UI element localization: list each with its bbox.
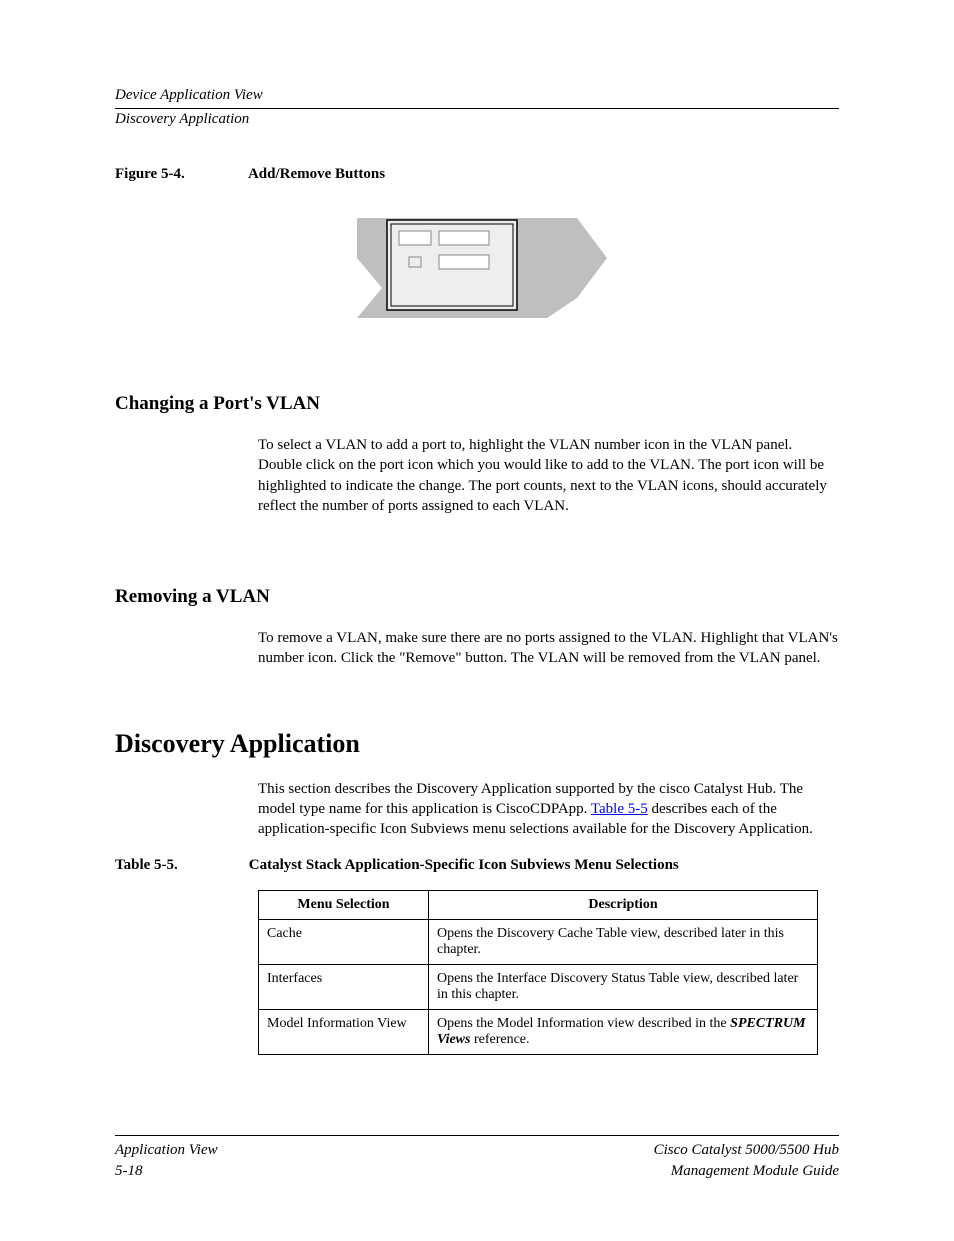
footer-left-line1: Application View <box>115 1140 218 1160</box>
para-removing-vlan: To remove a VLAN, make sure there are no… <box>258 628 839 669</box>
footer-right-line2: Management Module Guide <box>654 1161 839 1181</box>
cell-desc: Opens the Model Information view describ… <box>429 1010 818 1055</box>
col-description: Description <box>429 891 818 920</box>
input-box-icon <box>439 255 489 269</box>
add-button-icon <box>399 231 431 245</box>
cell-menu: Interfaces <box>259 965 429 1010</box>
cell-menu: Cache <box>259 920 429 965</box>
table-label: Table 5-5. Catalyst Stack Application-Sp… <box>115 857 839 874</box>
cell-menu: Model Information View <box>259 1010 429 1055</box>
footer-left: Application View 5-18 <box>115 1140 218 1181</box>
cell-desc: Opens the Discovery Cache Table view, de… <box>429 920 818 965</box>
cell-desc: Opens the Interface Discovery Status Tab… <box>429 965 818 1010</box>
para-discovery-application: This section describes the Discovery App… <box>258 779 839 840</box>
footer-left-line2: 5-18 <box>115 1161 218 1181</box>
figure-number: Figure 5-4. <box>115 166 245 183</box>
remove-button-icon <box>439 231 489 245</box>
col-menu-selection: Menu Selection <box>259 891 429 920</box>
heading-discovery-application: Discovery Application <box>115 729 839 759</box>
table-5-5-link[interactable]: Table 5-5 <box>591 801 648 817</box>
table-caption: Catalyst Stack Application-Specific Icon… <box>249 857 679 873</box>
table-row: Model Information View Opens the Model I… <box>259 1010 818 1055</box>
running-header: Device Application View Discovery Applic… <box>115 85 839 130</box>
table-number: Table 5-5. <box>115 857 245 874</box>
table-header-row: Menu Selection Description <box>259 891 818 920</box>
figure-graphic <box>115 213 839 323</box>
table-row: Cache Opens the Discovery Cache Table vi… <box>259 920 818 965</box>
figure-caption: Add/Remove Buttons <box>248 166 385 182</box>
subviews-table: Menu Selection Description Cache Opens t… <box>258 890 818 1055</box>
cell-desc-post: reference. <box>470 1032 529 1047</box>
heading-removing-vlan: Removing a VLAN <box>115 586 839 608</box>
running-header-line1: Device Application View <box>115 85 839 108</box>
cell-desc-pre: Opens the Model Information view describ… <box>437 1016 730 1031</box>
page-footer: Application View 5-18 Cisco Catalyst 500… <box>115 1135 839 1181</box>
para-changing-vlan: To select a VLAN to add a port to, highl… <box>258 435 839 516</box>
footer-right-line1: Cisco Catalyst 5000/5500 Hub <box>654 1140 839 1160</box>
figure-label: Figure 5-4. Add/Remove Buttons <box>115 166 839 183</box>
running-header-line2: Discovery Application <box>115 109 839 130</box>
heading-changing-vlan: Changing a Port's VLAN <box>115 393 839 415</box>
footer-right: Cisco Catalyst 5000/5500 Hub Management … <box>654 1140 839 1181</box>
footer-rule <box>115 1135 839 1136</box>
table-row: Interfaces Opens the Interface Discovery… <box>259 965 818 1010</box>
